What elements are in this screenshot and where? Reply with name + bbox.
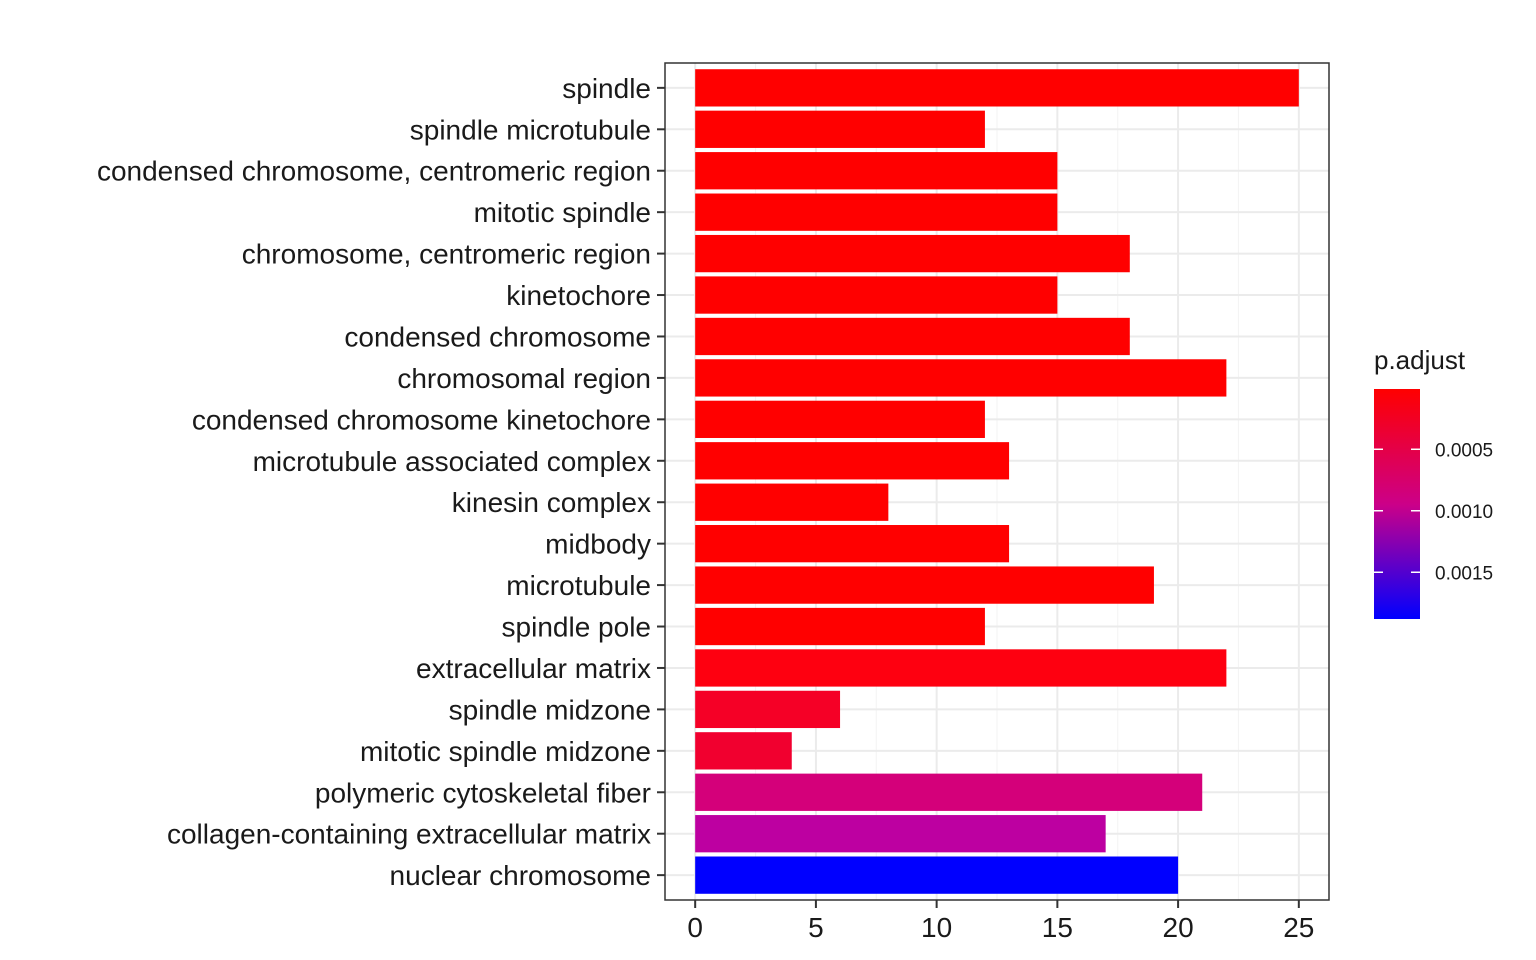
x-tick-label: 5 bbox=[808, 912, 824, 943]
x-tick-label: 15 bbox=[1042, 912, 1073, 943]
bar-7 bbox=[695, 359, 1227, 397]
x-tick-label: 20 bbox=[1163, 912, 1194, 943]
bar-10 bbox=[695, 483, 889, 521]
bar-0 bbox=[695, 69, 1299, 107]
y-axis: spindle spindle microtubule condensed chro… bbox=[97, 73, 665, 891]
bar-6 bbox=[695, 317, 1130, 356]
plot-panel bbox=[664, 62, 1330, 901]
legend-colorbar bbox=[1374, 389, 1420, 619]
bar-9 bbox=[695, 442, 1010, 480]
bar-16 bbox=[695, 732, 792, 770]
category-label: condensed chromosome bbox=[344, 321, 651, 352]
panel-border bbox=[664, 62, 1330, 901]
legend-tick-label: 0.0010 bbox=[1435, 502, 1493, 523]
legend-tick-label: 0.0005 bbox=[1435, 440, 1493, 461]
bar-11 bbox=[695, 525, 1010, 563]
bar-3 bbox=[695, 193, 1058, 231]
category-label: extracellular matrix bbox=[416, 653, 651, 684]
category-label: mitotic spindle bbox=[474, 197, 651, 228]
category-label: spindle pole bbox=[502, 612, 651, 643]
legend-tick-label: 0.0015 bbox=[1435, 563, 1493, 584]
x-tick-label: 25 bbox=[1283, 912, 1314, 943]
category-label: condensed chromosome kinetochore bbox=[192, 404, 651, 435]
bar-15 bbox=[695, 690, 841, 729]
category-label: chromosomal region bbox=[397, 363, 651, 394]
legend-ticks: 0.0005 0.0010 0.0015 bbox=[1374, 440, 1493, 584]
bar-4 bbox=[695, 234, 1130, 273]
category-label: midbody bbox=[545, 529, 651, 560]
category-label: nuclear chromosome bbox=[390, 860, 651, 891]
category-label: spindle bbox=[562, 73, 651, 104]
category-label: mitotic spindle midzone bbox=[360, 736, 651, 767]
category-label: spindle microtubule bbox=[410, 114, 651, 145]
legend-title: p.adjust bbox=[1374, 345, 1466, 375]
bar-8 bbox=[695, 400, 985, 438]
bar-13 bbox=[695, 607, 985, 646]
category-label: condensed chromosome, centromeric region bbox=[97, 156, 651, 187]
bar-19 bbox=[695, 856, 1179, 894]
bar-1 bbox=[695, 110, 985, 148]
category-label: microtubule bbox=[506, 570, 651, 601]
bar-17 bbox=[695, 773, 1203, 811]
bar-12 bbox=[695, 566, 1154, 604]
bar-14 bbox=[695, 649, 1227, 687]
category-label: kinetochore bbox=[506, 280, 651, 311]
category-label: polymeric cytoskeletal fiber bbox=[315, 777, 651, 808]
x-axis: 0 5 10 15 20 25 bbox=[687, 900, 1314, 943]
category-label: chromosome, centromeric region bbox=[242, 239, 651, 270]
category-label: kinesin complex bbox=[452, 487, 651, 518]
bar-5 bbox=[695, 276, 1058, 314]
category-label: microtubule associated complex bbox=[253, 446, 651, 477]
category-label: spindle midzone bbox=[449, 694, 651, 725]
x-tick-label: 0 bbox=[687, 912, 703, 943]
category-label: collagen-containing extracellular matrix bbox=[167, 819, 651, 850]
legend: p.adjust 0.0005 0.0010 0.0015 bbox=[1374, 345, 1493, 619]
bar-18 bbox=[695, 815, 1106, 853]
x-tick-label: 10 bbox=[921, 912, 952, 943]
bar-2 bbox=[695, 152, 1058, 190]
